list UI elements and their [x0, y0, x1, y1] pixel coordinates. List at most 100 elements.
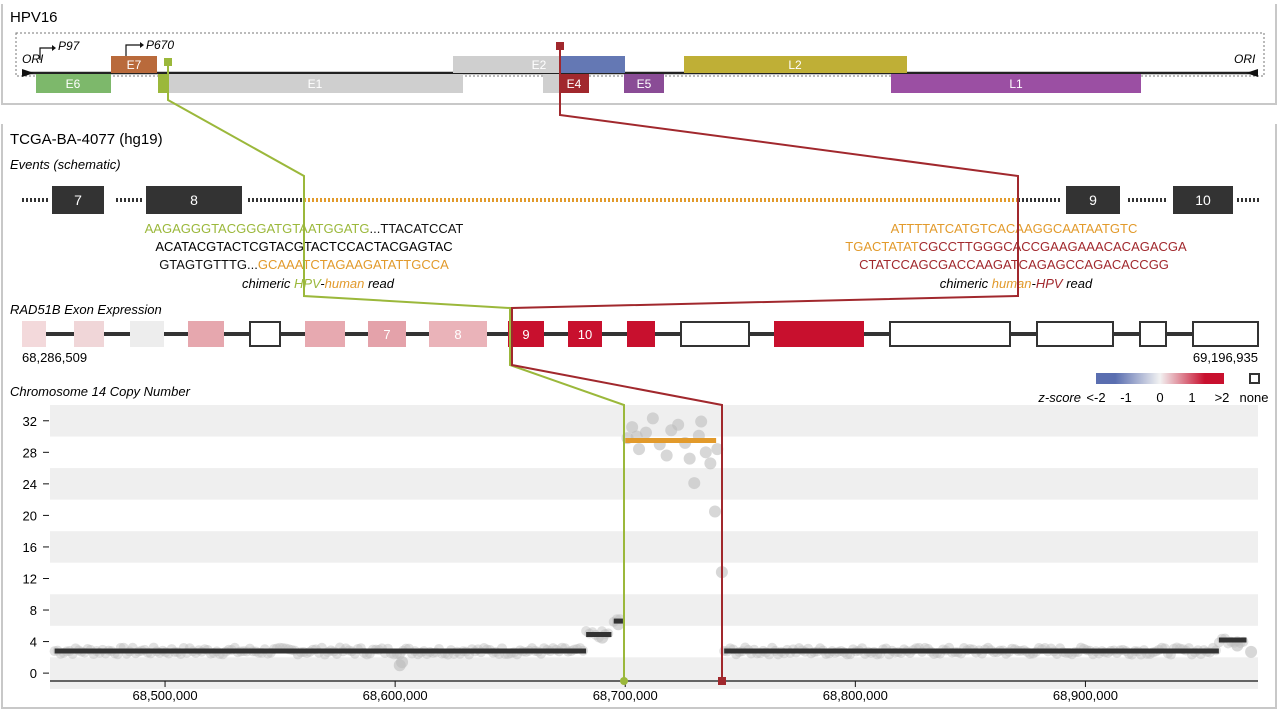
promoter-p670-arrow-icon	[125, 44, 140, 58]
zscore-tick: <-2	[1086, 390, 1105, 405]
zscore-tick: 1	[1188, 390, 1195, 405]
copy-number-point	[633, 443, 646, 456]
copy-number-point	[683, 452, 696, 465]
gene-l1-label: L1	[1009, 77, 1023, 91]
rad51b-start-label: 68,286,509	[22, 350, 87, 365]
rad51b-exon-none	[889, 321, 1011, 347]
panel-frames	[1, 4, 1277, 709]
gene-e7-label: E7	[127, 58, 142, 72]
y-tick-label: 28	[23, 445, 37, 460]
x-tick-label: 68,800,000	[823, 688, 888, 703]
gene-e2-label: E2	[532, 58, 547, 72]
rad51b-exon-9-label: 9	[522, 327, 529, 342]
ori-right-arrow-icon	[1246, 69, 1258, 77]
event-exon-8-label: 8	[190, 192, 198, 208]
zscore-title: z-score	[1037, 390, 1081, 405]
event-exon-10	[1173, 186, 1233, 214]
zscore-tick: -1	[1120, 390, 1132, 405]
hpv-genes: E6 E7 E1 E2 E4 E5 L2 L1	[36, 56, 1141, 93]
copy-number-point	[688, 477, 701, 490]
left-read-line1: AAGAGGGTACGGGATGTAATGGATG...TTACATCCAT	[145, 221, 464, 236]
promoter-p97-label: P97	[58, 39, 81, 53]
y-tick-label: 32	[23, 414, 37, 429]
left-read-caption: chimeric HPV-human read	[242, 276, 395, 291]
gene-e2-lower	[543, 74, 561, 93]
y-tick-label: 0	[30, 666, 37, 681]
promoter-p97-arrow-icon	[39, 47, 52, 60]
sample-title: TCGA-BA-4077 (hg19)	[10, 131, 163, 148]
ori-left-arrow-icon	[22, 69, 34, 77]
gene-e6	[36, 74, 111, 93]
events-title: Events (schematic)	[10, 157, 121, 172]
rad51b-exon	[188, 321, 224, 347]
gene-e4	[561, 74, 589, 93]
rad51b-exon-9	[508, 321, 544, 347]
gene-e4-label: E4	[567, 77, 582, 91]
x-tick-label: 68,500,000	[133, 688, 198, 703]
gene-l2-label: L2	[788, 58, 802, 72]
red-connector-bottom	[511, 200, 1019, 681]
y-tick-label: 20	[23, 508, 37, 523]
copy-number-point	[396, 656, 409, 669]
promoter-p97-head-icon	[52, 45, 56, 51]
right-read-caption: chimeric human-HPV read	[940, 276, 1093, 291]
gene-l2	[684, 56, 907, 73]
rad51b-end-label: 69,196,935	[1193, 350, 1258, 365]
gene-e1-label: E1	[308, 77, 323, 91]
grid-band	[50, 657, 1258, 689]
copy-number-point	[660, 449, 673, 462]
left-read-line3: GTAGTGTTTG...GCAAATCTAGAAGATATTGCCA	[159, 257, 449, 272]
zscore-none-swatch	[1249, 373, 1260, 384]
gene-e6-label: E6	[66, 77, 81, 91]
rad51b-title: RAD51B Exon Expression	[10, 302, 162, 317]
rad51b-exon-10-label: 10	[578, 327, 592, 342]
y-tick-label: 4	[30, 635, 37, 650]
gene-e7	[111, 56, 157, 73]
chart-segments	[54, 437, 1247, 654]
x-tick-label: 68,900,000	[1053, 688, 1118, 703]
rad51b-exon-10	[568, 321, 602, 347]
rad51b-exon-none	[1139, 321, 1167, 347]
y-tick-label: 16	[23, 540, 37, 555]
genome-frame	[15, 32, 1265, 77]
rad51b-exon	[130, 321, 164, 347]
copy-number-point	[1231, 639, 1244, 652]
red-connector-marker	[556, 42, 564, 50]
right-read-line1: ATTTTATCATGTCACAAGGCAATAATGTC	[891, 221, 1138, 236]
rad51b-exon-8	[429, 321, 487, 347]
y-tick-label: 8	[30, 603, 37, 618]
zscore-none-label: none	[1240, 390, 1269, 405]
rad51b-exon-7-label: 7	[383, 327, 390, 342]
x-tick-label: 68,700,000	[593, 688, 658, 703]
rad51b-exon	[305, 321, 345, 347]
chart-bands	[50, 405, 1258, 689]
rad51b-exon-none	[680, 321, 750, 347]
copy-number-point	[704, 457, 717, 470]
chart-title: Chromosome 14 Copy Number	[10, 384, 191, 399]
zscore-gradient	[1096, 373, 1224, 384]
event-exon-8	[146, 186, 242, 214]
copy-number-point	[708, 505, 721, 518]
right-read-line2: TGACTATATCGCCTTGGGCACCGAAGAAACACAGACGA	[845, 239, 1187, 254]
rad51b-track: 7 8 9 10	[22, 321, 1259, 347]
rad51b-exon	[22, 321, 46, 347]
copy-number-point	[711, 443, 724, 456]
gene-e5-label: E5	[637, 77, 652, 91]
ori-right-label: ORI	[1234, 52, 1256, 66]
gene-e5	[624, 74, 664, 93]
gene-l1	[891, 74, 1141, 93]
right-read: ATTTTATCATGTCACAAGGCAATAATGTC TGACTATATC…	[845, 221, 1187, 291]
copy-number-point	[1245, 645, 1258, 658]
gene-e2-hpv-part	[561, 56, 625, 73]
green-breakpoint-dot	[620, 677, 628, 685]
zscore-tick: 0	[1156, 390, 1163, 405]
copy-number-point	[695, 415, 708, 428]
grid-band	[50, 468, 1258, 500]
copy-number-point	[639, 426, 652, 439]
promoter-p670-head-icon	[140, 42, 144, 48]
right-read-line3: CTATCCAGCGACCAAGATCAGAGCCAGACACCGG	[859, 257, 1169, 272]
grid-band	[50, 594, 1258, 626]
breakpoint-connectors	[164, 42, 1019, 685]
rad51b-exon-7	[368, 321, 406, 347]
